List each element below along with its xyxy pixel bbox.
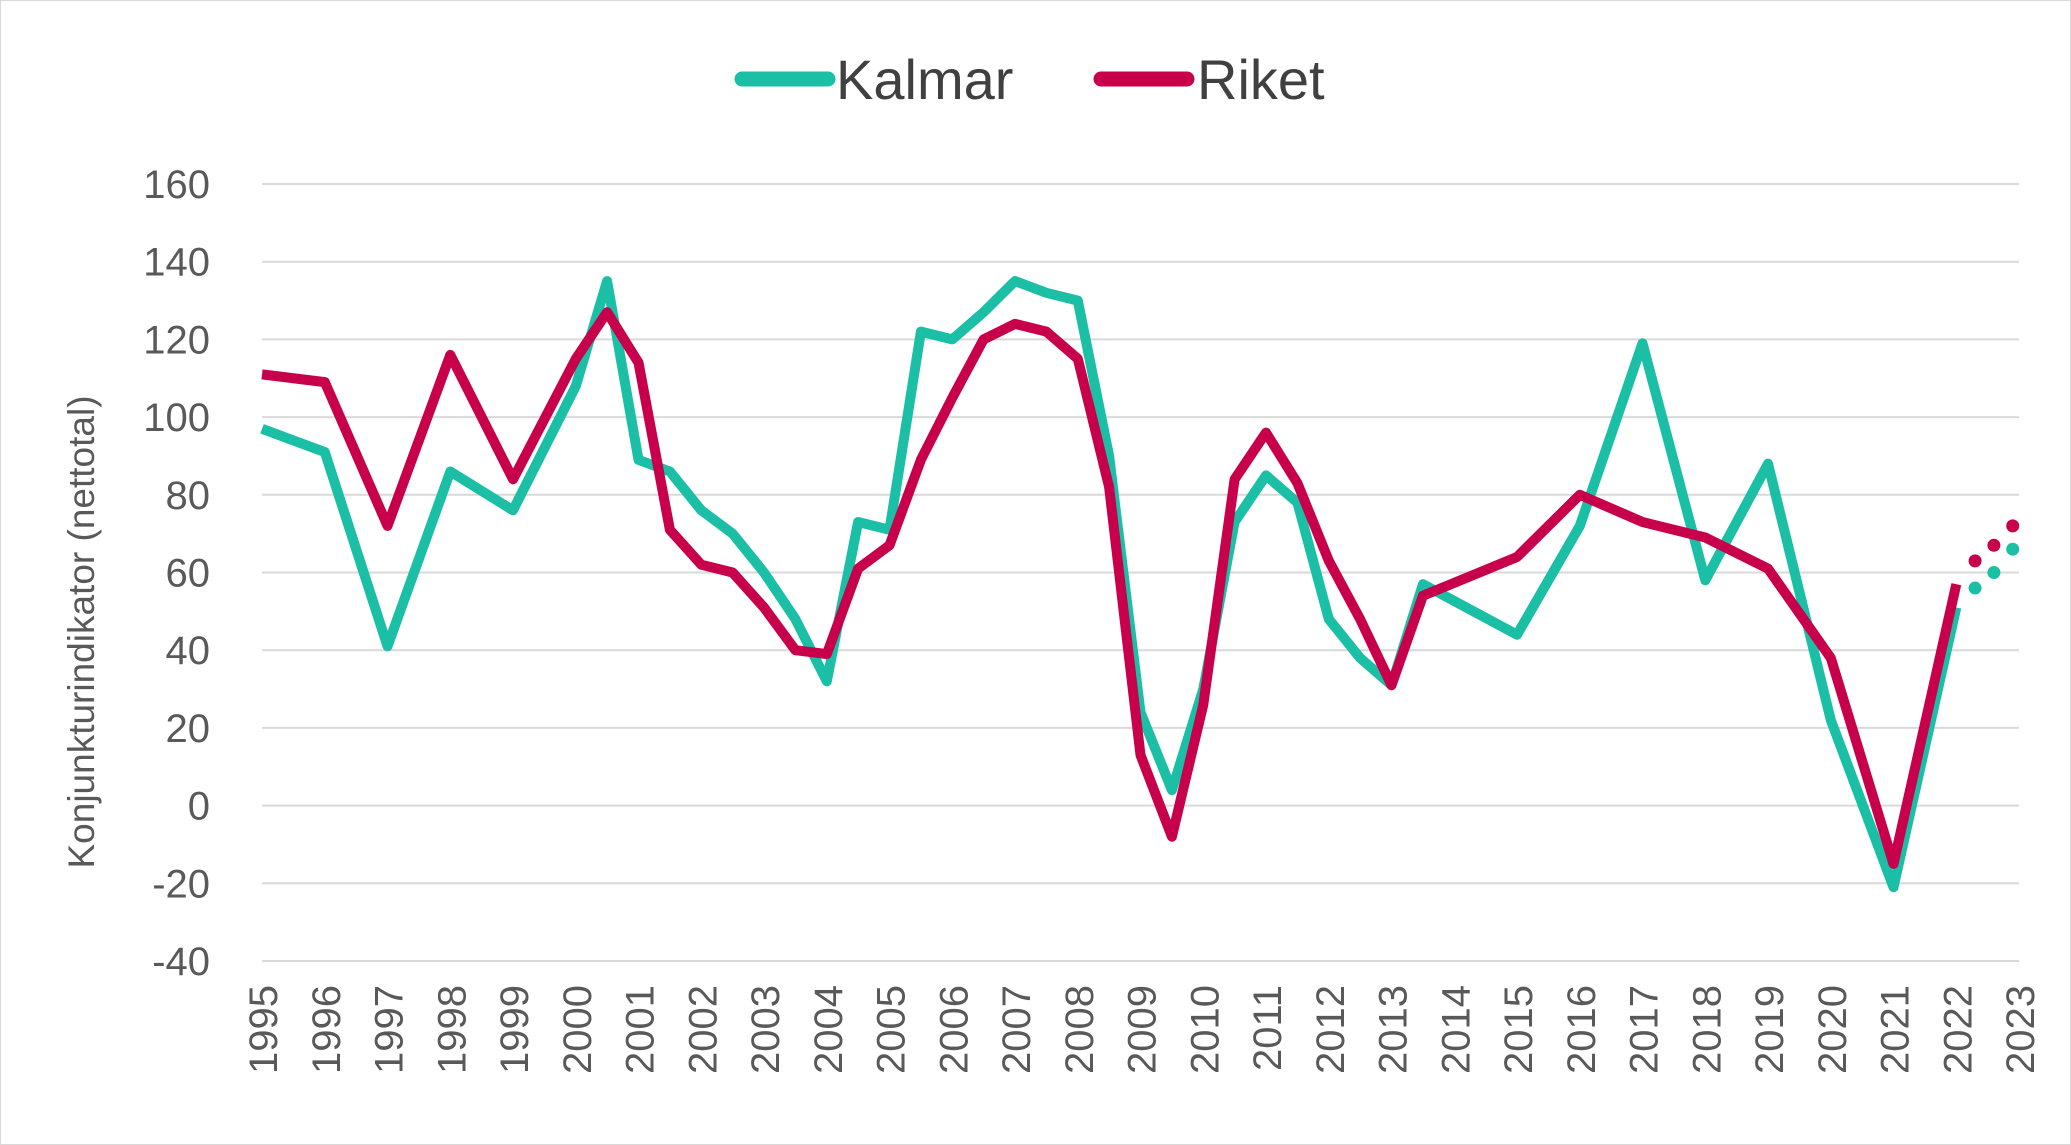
x-tick-label: 2005 <box>870 985 914 1074</box>
x-axis-ticks: 1995 1996 1997 1998 1999 2000 2001 2002 2003 2004… <box>242 985 2043 1074</box>
y-tick-label: -20 <box>152 862 210 906</box>
x-tick-label: 2020 <box>1811 985 1855 1074</box>
x-tick-label: 2009 <box>1121 985 1165 1074</box>
x-tick-label: 2007 <box>995 985 1039 1074</box>
x-tick-label: 2021 <box>1874 985 1918 1074</box>
y-tick-label: 20 <box>166 707 211 751</box>
series-lines <box>260 276 2020 893</box>
x-tick-label: 2014 <box>1434 985 1478 1074</box>
y-tick-label: 100 <box>143 396 210 440</box>
x-tick-label: 2015 <box>1497 985 1541 1074</box>
x-tick-label: 1995 <box>242 985 286 1074</box>
forecast-point <box>2006 542 2020 556</box>
y-tick-label: 40 <box>166 629 211 673</box>
x-tick-label: 2001 <box>619 985 663 1074</box>
x-tick-label: 2016 <box>1560 985 1604 1074</box>
x-tick-label: 1997 <box>368 985 412 1074</box>
y-tick-label: 160 <box>143 163 210 207</box>
forecast-point <box>1968 554 1982 568</box>
x-tick-label: 1998 <box>430 985 474 1074</box>
x-tick-label: 2019 <box>1748 985 1792 1074</box>
y-tick-label: 140 <box>143 241 210 285</box>
forecast-point <box>1987 566 2001 579</box>
x-tick-label: 2017 <box>1623 985 1667 1074</box>
y-tick-label: 80 <box>166 474 211 518</box>
series-line-riket <box>261 307 1962 869</box>
y-tick-label: 120 <box>143 318 210 362</box>
x-tick-label: 1999 <box>493 985 537 1074</box>
x-tick-label: 2018 <box>1685 985 1729 1074</box>
x-tick-label: 2013 <box>1372 985 1416 1074</box>
x-tick-label: 2008 <box>1058 985 1102 1074</box>
x-tick-label: 2006 <box>932 985 976 1074</box>
forecast-point <box>1987 538 2001 552</box>
x-tick-label: 1996 <box>305 985 349 1074</box>
x-tick-label: 2011 <box>1246 985 1290 1071</box>
x-tick-label: 2023 <box>1999 985 2043 1074</box>
legend-label-kalmar: Kalmar <box>836 48 1013 111</box>
y-tick-label: 60 <box>166 552 211 596</box>
x-tick-label: 2000 <box>556 985 600 1074</box>
forecast-point <box>2006 519 2020 533</box>
forecast-point <box>1968 581 1982 595</box>
x-tick-label: 2004 <box>807 985 851 1074</box>
x-tick-label: 2003 <box>744 985 788 1074</box>
legend-label-riket: Riket <box>1197 48 1325 111</box>
series-line-kalmar <box>260 276 1962 893</box>
y-tick-label: -40 <box>152 940 210 984</box>
y-axis-ticks: -40 -20 0 20 40 60 80 100 120 140 160 <box>143 163 210 984</box>
x-tick-label: 2010 <box>1183 985 1227 1074</box>
x-tick-label: 2012 <box>1309 985 1353 1074</box>
legend: Kalmar Riket <box>734 48 1325 111</box>
y-axis-label: Konjunkturindikator (nettotal) <box>61 395 102 868</box>
grid-lines <box>262 183 2019 962</box>
y-tick-label: 0 <box>188 785 210 829</box>
x-tick-label: 2002 <box>681 985 725 1074</box>
x-tick-label: 2022 <box>1936 985 1980 1074</box>
